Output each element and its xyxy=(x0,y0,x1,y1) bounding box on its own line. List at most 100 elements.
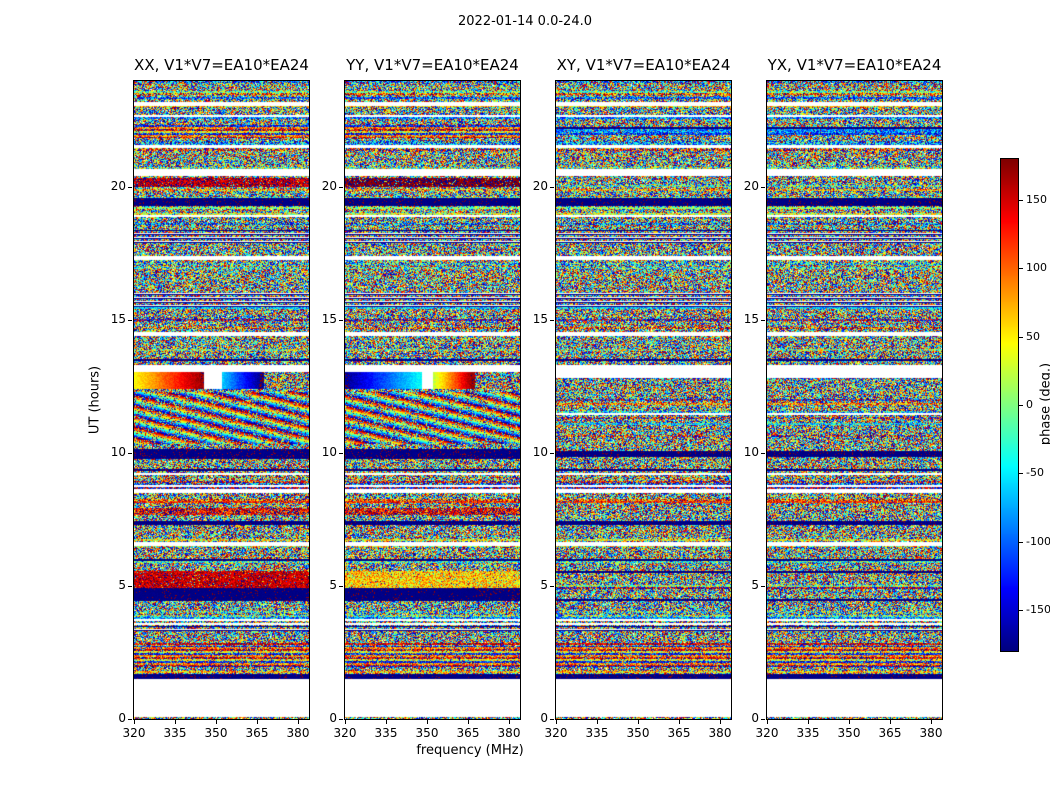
x-tick-mark xyxy=(556,720,557,724)
x-tick-label: 320 xyxy=(544,726,568,740)
y-tick-label: 5 xyxy=(118,578,126,592)
x-tick-mark xyxy=(427,720,428,724)
y-tick-label: 15 xyxy=(110,312,126,326)
heatmap-panel-xx xyxy=(133,80,310,720)
x-tick-label: 380 xyxy=(286,726,310,740)
x-tick-mark xyxy=(890,720,891,724)
y-tick-mark xyxy=(339,187,343,188)
x-tick-label: 365 xyxy=(667,726,691,740)
y-tick-label: 20 xyxy=(110,179,126,193)
x-tick-label: 335 xyxy=(585,726,609,740)
x-tick-label: 335 xyxy=(374,726,398,740)
y-tick-mark xyxy=(550,187,554,188)
y-tick-label: 10 xyxy=(110,445,126,459)
y-tick-mark xyxy=(128,320,132,321)
colorbar-tick-label: 50 xyxy=(1026,330,1040,343)
y-tick-mark xyxy=(339,586,343,587)
x-tick-label: 350 xyxy=(837,726,861,740)
x-tick-mark xyxy=(257,720,258,724)
panel-title-yx: YX, V1*V7=EA10*EA24 xyxy=(767,56,942,74)
y-tick-mark xyxy=(339,453,343,454)
y-axis-label: UT (hours) xyxy=(87,365,103,435)
heatmap-panel-xy xyxy=(555,80,732,720)
y-tick-label: 20 xyxy=(532,179,548,193)
y-tick-label: 20 xyxy=(743,179,759,193)
y-tick-mark xyxy=(761,453,765,454)
y-tick-label: 10 xyxy=(532,445,548,459)
x-tick-mark xyxy=(298,720,299,724)
panel-title-xy: XY, V1*V7=EA10*EA24 xyxy=(556,56,731,74)
x-tick-label: 335 xyxy=(163,726,187,740)
x-tick-mark xyxy=(597,720,598,724)
colorbar-tick-label: -100 xyxy=(1026,535,1050,548)
y-tick-label: 15 xyxy=(321,312,337,326)
colorbar xyxy=(1000,158,1019,652)
colorbar-tick-label: -50 xyxy=(1026,466,1044,479)
colorbar-tick-mark xyxy=(1019,337,1023,338)
x-tick-mark xyxy=(345,720,346,724)
panel-title-yy: YY, V1*V7=EA10*EA24 xyxy=(346,56,519,74)
phase-heatmap-yx xyxy=(767,81,942,719)
x-tick-label: 380 xyxy=(497,726,521,740)
x-tick-mark xyxy=(638,720,639,724)
y-tick-label: 15 xyxy=(743,312,759,326)
y-tick-mark xyxy=(128,586,132,587)
x-tick-label: 320 xyxy=(755,726,779,740)
colorbar-tick-label: -150 xyxy=(1026,603,1050,616)
colorbar-tick-label: 150 xyxy=(1026,193,1047,206)
y-tick-label: 0 xyxy=(540,711,548,725)
x-tick-label: 320 xyxy=(122,726,146,740)
y-tick-mark xyxy=(761,187,765,188)
x-tick-mark xyxy=(720,720,721,724)
y-tick-mark xyxy=(128,453,132,454)
colorbar-tick-mark xyxy=(1019,268,1023,269)
colorbar-tick-mark xyxy=(1019,405,1023,406)
y-tick-label: 15 xyxy=(532,312,548,326)
x-tick-mark xyxy=(679,720,680,724)
x-tick-label: 365 xyxy=(456,726,480,740)
x-tick-mark xyxy=(175,720,176,724)
x-tick-mark xyxy=(808,720,809,724)
x-tick-mark xyxy=(386,720,387,724)
y-tick-mark xyxy=(128,187,132,188)
phase-heatmap-xx xyxy=(134,81,309,719)
colorbar-tick-label: 0 xyxy=(1026,398,1033,411)
y-tick-label: 20 xyxy=(321,179,337,193)
y-tick-mark xyxy=(761,320,765,321)
colorbar-label: phase (deg.) xyxy=(1038,362,1050,446)
colorbar-tick-mark xyxy=(1019,473,1023,474)
y-tick-mark xyxy=(339,719,343,720)
y-tick-label: 10 xyxy=(743,445,759,459)
y-tick-mark xyxy=(128,719,132,720)
y-tick-mark xyxy=(550,719,554,720)
y-tick-mark xyxy=(550,453,554,454)
y-tick-mark xyxy=(339,320,343,321)
x-tick-label: 380 xyxy=(708,726,732,740)
y-tick-mark xyxy=(761,719,765,720)
heatmap-panel-yx xyxy=(766,80,943,720)
x-tick-label: 365 xyxy=(878,726,902,740)
colorbar-tick-mark xyxy=(1019,200,1023,201)
y-tick-label: 5 xyxy=(329,578,337,592)
x-tick-label: 350 xyxy=(204,726,228,740)
x-tick-mark xyxy=(134,720,135,724)
x-axis-label: frequency (MHz) xyxy=(416,743,524,758)
colorbar-tick-mark xyxy=(1019,610,1023,611)
x-tick-mark xyxy=(931,720,932,724)
x-tick-mark xyxy=(468,720,469,724)
heatmap-panel-yy xyxy=(344,80,521,720)
y-tick-mark xyxy=(550,320,554,321)
colorbar-tick-mark xyxy=(1019,542,1023,543)
y-tick-label: 5 xyxy=(751,578,759,592)
colorbar-gradient xyxy=(1001,159,1018,651)
x-tick-mark xyxy=(849,720,850,724)
y-tick-mark xyxy=(761,586,765,587)
panel-title-xx: XX, V1*V7=EA10*EA24 xyxy=(134,56,309,74)
x-tick-label: 335 xyxy=(796,726,820,740)
x-tick-mark xyxy=(767,720,768,724)
x-tick-mark xyxy=(509,720,510,724)
phase-heatmap-xy xyxy=(556,81,731,719)
y-tick-label: 0 xyxy=(329,711,337,725)
y-tick-label: 5 xyxy=(540,578,548,592)
